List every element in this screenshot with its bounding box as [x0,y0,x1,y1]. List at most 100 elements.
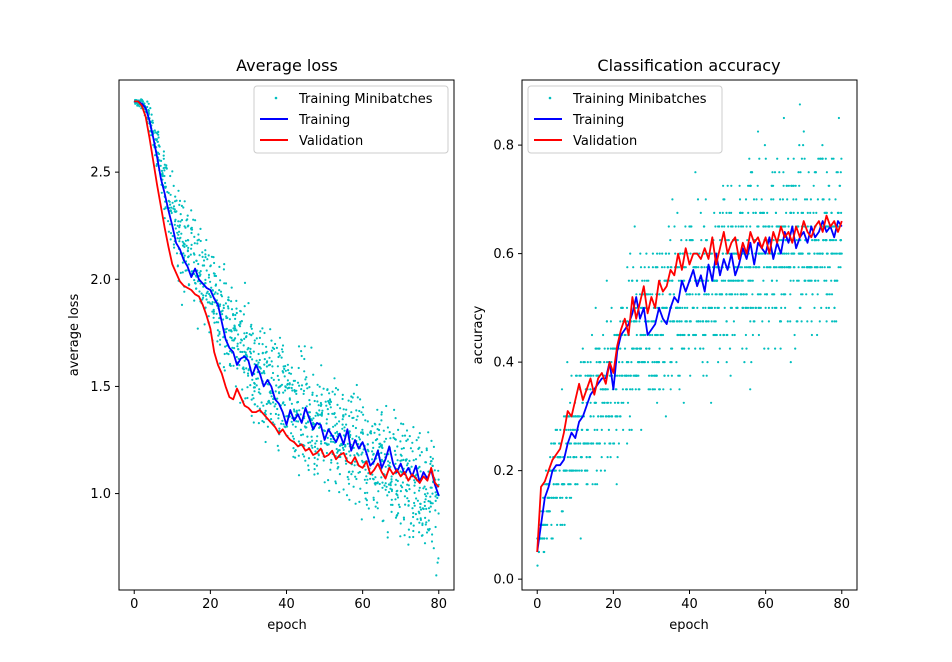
minibatch-point [256,405,259,408]
minibatch-point [668,279,671,282]
minibatch-point [308,411,311,414]
minibatch-point [194,274,197,277]
minibatch-point [768,225,771,228]
minibatch-point [616,415,619,418]
minibatch-point [616,456,619,459]
minibatch-point [350,473,353,476]
minibatch-point [705,374,708,377]
minibatch-point [751,279,754,282]
minibatch-point [394,438,397,441]
minibatch-point [629,374,633,377]
y-tick-label: 0.0 [493,573,514,588]
minibatch-point [273,347,276,350]
minibatch-point [659,333,662,337]
minibatch-point [697,320,700,323]
minibatch-point [431,492,434,495]
minibatch-point [682,333,686,337]
minibatch-point [606,388,609,391]
minibatch-point [542,550,545,554]
minibatch-point [689,293,692,296]
minibatch-point [782,184,785,187]
minibatch-point [613,401,617,404]
minibatch-point [181,240,184,243]
minibatch-point [411,507,414,510]
minibatch-point [704,306,707,309]
minibatch-point [234,337,237,340]
minibatch-point [261,351,264,354]
minibatch-point [400,422,403,425]
minibatch-point [766,266,770,269]
minibatch-point [594,483,597,486]
minibatch-point [258,366,262,369]
minibatch-point [212,312,215,315]
minibatch-point [700,266,703,269]
minibatch-point [793,252,796,255]
minibatch-point [434,525,437,529]
minibatch-point [759,306,762,309]
minibatch-point [214,283,218,286]
minibatch-point [745,347,748,350]
minibatch-point [542,523,545,527]
minibatch-point [787,225,790,228]
minibatch-point [599,469,603,472]
minibatch-point [676,306,680,309]
minibatch-point [265,345,268,348]
minibatch-point [296,400,300,404]
minibatch-point [270,418,273,421]
minibatch-point [377,490,380,493]
minibatch-point [293,379,297,382]
minibatch-point [143,102,146,105]
minibatch-point [198,274,201,277]
minibatch-point [579,537,582,540]
minibatch-point [553,442,557,445]
minibatch-point [347,399,350,402]
legend-label-training: Training [572,113,624,128]
minibatch-point [581,401,585,404]
minibatch-point [432,547,435,550]
legend-swatch-training-minibatches [274,96,278,100]
minibatch-point [338,473,341,476]
minibatch-point [603,361,606,364]
minibatch-point [374,476,377,479]
minibatch-point [817,279,820,282]
minibatch-point [174,227,177,230]
minibatch-point [784,225,787,228]
minibatch-point [642,333,645,337]
minibatch-point [354,502,357,505]
minibatch-point [678,320,681,323]
minibatch-point [407,484,410,487]
minibatch-point [775,279,778,282]
minibatch-point [629,252,632,255]
y-tick-label: 0.6 [493,247,514,262]
minibatch-point [831,252,835,255]
minibatch-point [792,198,795,201]
minibatch-point [240,338,243,341]
minibatch-point [185,244,188,247]
minibatch-point [794,347,797,350]
minibatch-point [418,432,421,435]
minibatch-point [422,507,425,511]
minibatch-point [592,415,595,418]
minibatch-point [705,293,708,296]
minibatch-point [564,469,567,472]
minibatch-point [371,441,374,444]
minibatch-point [537,550,541,554]
minibatch-point [263,411,266,414]
minibatch-point [570,469,574,472]
legend-box [527,85,723,154]
minibatch-point [222,306,225,310]
minibatch-point [707,320,710,323]
minibatch-point [178,224,181,227]
y-axis-label: accuracy [471,305,486,364]
minibatch-point [425,531,429,534]
minibatch-point [297,366,300,370]
minibatch-point [411,450,414,453]
minibatch-point [725,293,728,296]
minibatch-point [271,365,274,368]
minibatch-point [809,198,813,201]
minibatch-point [277,378,280,381]
minibatch-point [655,361,658,364]
minibatch-point [213,261,216,265]
minibatch-point [297,454,300,457]
minibatch-point [243,337,246,340]
